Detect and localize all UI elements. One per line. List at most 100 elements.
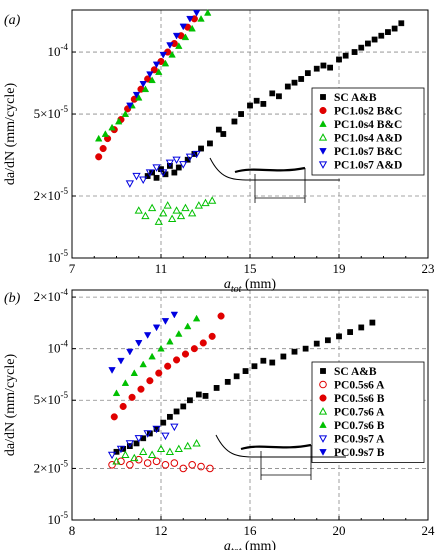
data-point: [342, 52, 349, 59]
x-axis-label: atot (mm): [224, 539, 277, 550]
data-point: [207, 140, 213, 147]
data-point: [202, 393, 209, 399]
x-tick-label: 20: [333, 523, 346, 538]
data-point: [179, 23, 187, 31]
series-6: [107, 423, 179, 460]
data-point: [206, 464, 214, 473]
data-point: [110, 413, 118, 421]
data-point: [260, 357, 267, 364]
legend-label: PC1.0s4 A&D: [334, 133, 402, 145]
data-point: [172, 156, 181, 165]
legend-marker: [319, 421, 327, 428]
data-point: [291, 79, 298, 86]
x-tick-label: 11: [155, 261, 168, 276]
data-point: [141, 85, 150, 93]
data-point: [159, 208, 168, 217]
data-point: [143, 332, 152, 339]
data-point: [165, 159, 175, 168]
data-point: [313, 65, 320, 72]
data-point: [213, 385, 220, 391]
data-point: [291, 348, 298, 355]
data-point: [146, 71, 154, 79]
legend-marker: [318, 133, 328, 141]
data-point: [170, 459, 179, 467]
data-point: [336, 333, 342, 340]
data-point: [115, 117, 123, 125]
legend-box: [311, 361, 425, 463]
data-point: [159, 51, 167, 59]
panel-label: (b): [4, 291, 21, 306]
data-point: [199, 339, 207, 347]
data-point: [139, 447, 148, 455]
y-tick-label: 10-4: [48, 339, 69, 356]
data-point: [155, 68, 163, 75]
y-tick-label: 10-5: [48, 248, 69, 265]
legend-marker: [320, 368, 326, 374]
data-point: [147, 203, 157, 212]
data-point: [155, 369, 163, 377]
data-point: [365, 40, 371, 47]
data-point: [152, 457, 161, 466]
data-point: [143, 459, 152, 467]
data-point: [183, 322, 192, 330]
data-point: [276, 93, 282, 100]
data-point: [197, 462, 205, 471]
data-point: [327, 64, 333, 71]
data-point: [176, 211, 186, 220]
data-point: [148, 352, 156, 360]
legend-marker: [319, 120, 327, 127]
y-tick-label: 2×10-5: [34, 186, 69, 203]
data-point: [269, 359, 276, 366]
data-point: [183, 441, 192, 450]
data-point: [358, 44, 365, 51]
legend-marker: [320, 94, 326, 100]
legend-marker: [319, 106, 327, 115]
legend-label: PC0.5s6 A: [334, 380, 385, 392]
data-point: [192, 314, 201, 322]
legend-marker: [319, 380, 327, 389]
data-point: [188, 460, 196, 469]
data-point: [167, 214, 177, 222]
data-point: [125, 440, 134, 448]
data-point: [188, 208, 197, 217]
series-6: [125, 150, 201, 188]
data-point: [194, 201, 203, 209]
legend-label: PC1.0s4 B&C: [334, 119, 402, 131]
data-point: [171, 169, 178, 176]
data-point: [187, 397, 193, 404]
data-point: [204, 9, 212, 16]
data-point: [108, 367, 116, 374]
legend-label: PC1.0s2 B&C: [334, 106, 402, 118]
data-point: [108, 460, 116, 469]
specimen-outline: [209, 157, 340, 181]
data-point: [224, 378, 231, 385]
data-point: [385, 29, 391, 35]
data-point: [391, 25, 398, 32]
data-point: [164, 362, 172, 370]
data-point: [152, 61, 161, 69]
data-point: [170, 311, 179, 319]
data-point: [179, 161, 188, 169]
data-point: [139, 81, 147, 88]
series-3: [110, 312, 225, 421]
data-point: [126, 102, 134, 110]
data-point: [192, 150, 201, 159]
data-point: [154, 217, 163, 225]
data-point: [175, 164, 182, 171]
legend-marker: [318, 435, 328, 443]
legend-label: PC1.0s7 B&C: [334, 146, 402, 158]
data-point: [141, 211, 150, 220]
legend-marker: [319, 148, 327, 155]
data-point: [215, 126, 222, 133]
crack-inset: [209, 157, 340, 203]
data-point: [166, 42, 174, 49]
y-tick-label: 2×10-4: [34, 287, 69, 304]
legend-label: PC0.5s6 B: [334, 393, 385, 405]
data-point: [117, 357, 125, 365]
y-tick-label: 10-4: [48, 42, 69, 59]
data-point: [217, 312, 225, 320]
data-point: [186, 15, 194, 23]
